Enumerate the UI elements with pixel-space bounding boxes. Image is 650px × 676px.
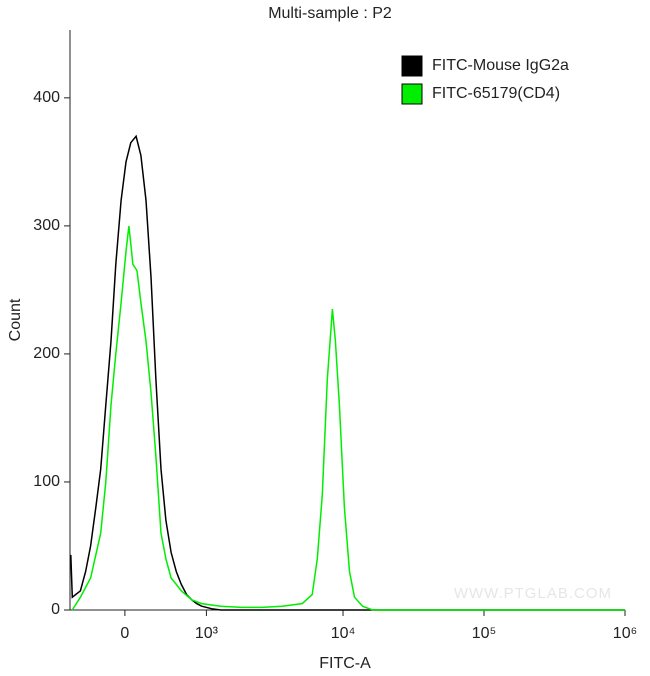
x-tick-label: 10⁵	[472, 625, 496, 642]
x-tick-label: 0	[120, 625, 129, 642]
y-tick-label: 0	[51, 601, 60, 618]
watermark: WWW.PTGLAB.COM	[454, 585, 612, 602]
x-tick-label: 10³	[195, 625, 219, 642]
x-tick-label: 10⁶	[613, 625, 637, 642]
x-tick-label: 10⁴	[331, 625, 356, 642]
y-tick-label: 400	[33, 89, 60, 106]
y-tick-label: 300	[33, 217, 60, 234]
series-line	[71, 225, 625, 611]
legend-label: FITC-Mouse IgG2a	[432, 57, 569, 74]
legend-swatch	[401, 83, 423, 105]
y-tick-label: 200	[33, 345, 60, 362]
chart-title: Multi-sample : P2	[268, 5, 392, 22]
y-axis-label: Count	[7, 298, 24, 341]
series-line	[70, 134, 625, 611]
legend-swatch	[401, 55, 423, 77]
legend-label: FITC-65179(CD4)	[432, 85, 560, 102]
x-axis-label: FITC-A	[319, 655, 371, 672]
y-tick-label: 100	[33, 473, 60, 490]
